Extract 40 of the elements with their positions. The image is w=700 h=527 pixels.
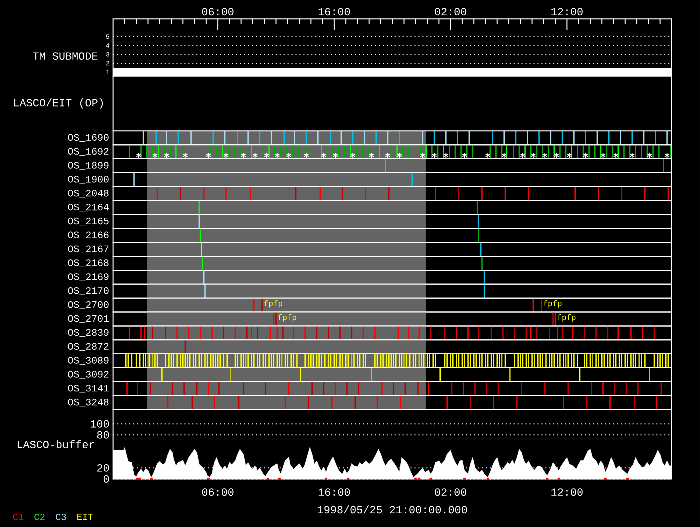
x-tick-label: 16:00 [318,8,350,16]
x-tick-label: 02:00 [435,8,467,16]
text: C2 [34,514,45,520]
y-axis-title: OS_2166 [68,232,109,240]
y-axis-title: OS_2872 [68,343,109,351]
y-axis-title: OS_2048 [68,190,109,198]
text: LASCO/EIT (OP) [14,98,104,109]
y-axis-title: OS_2169 [68,273,109,282]
y-tick-label: 0 [104,475,110,483]
text: C1 [13,514,24,520]
x-tick-label: 12:00 [552,488,583,496]
y-axis-title: OS_1692 [68,148,109,156]
y-axis-title: OS_2168 [68,259,109,268]
y-axis-title: OS_2700 [68,301,109,309]
y-axis-title: OS_3248 [68,398,109,406]
x-tick-label: 06:00 [202,8,234,16]
x-tick-label: 12:00 [552,8,583,16]
y-axis-title: OS_3141 [68,384,109,393]
y-axis-title: OS_2170 [68,287,109,295]
y-axis-title: OS_2839 [68,329,109,337]
text: C3 [56,514,66,520]
y-axis-title: LASCO-buffer [18,440,94,448]
y-axis-title: OS_1899 [68,162,109,170]
y-tick-label: 20 [98,464,110,472]
y-axis-title: OS_1900 [68,176,109,184]
y-axis-title: OS_2701 [68,315,109,323]
y-axis-title: OS_3092 [68,370,109,379]
y-tick-label: 100 [90,420,110,428]
y-axis-title: OS_3089 [68,356,109,365]
y-axis-title: OS_1690 [68,134,109,142]
y-tick-label: 80 [97,431,110,439]
x-tick-label: 16:00 [318,488,350,496]
y-axis-title: TM SUBMODE [33,52,98,60]
text: EIT [78,514,94,520]
y-axis-title: OS_2164 [68,204,109,212]
x-tick-label: 06:00 [202,488,234,496]
y-axis-title: OS_2167 [68,246,109,254]
x-tick-label: 02:00 [435,488,467,496]
x-axis-title: 1998/05/25 21:00:00.000 [318,505,468,514]
y-axis-title: OS_2165 [68,218,109,226]
